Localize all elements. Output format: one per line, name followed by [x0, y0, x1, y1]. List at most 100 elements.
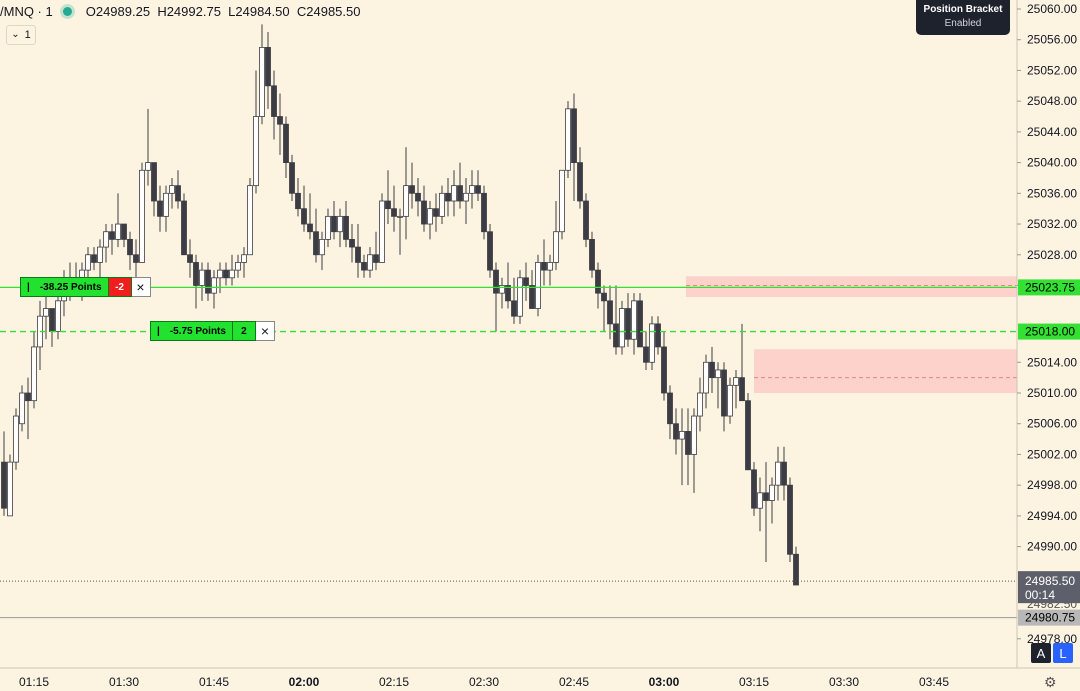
interval-button[interactable]: ⌄ 1: [6, 25, 36, 45]
candle-down: [301, 208, 307, 225]
candle-up: [235, 262, 241, 271]
candle-up: [379, 200, 385, 263]
time-tick-label: 02:15: [379, 675, 409, 689]
candle-down: [445, 192, 451, 202]
candle-down: [643, 346, 649, 363]
candle-down: [187, 254, 193, 263]
position-label-short[interactable]: | -38.25 Points -2 ×: [20, 277, 151, 297]
candle-up: [559, 169, 565, 233]
candle-up: [397, 215, 403, 218]
low-price-label-bg: [1018, 609, 1080, 626]
candle-down: [313, 231, 319, 256]
candle-down: [25, 392, 31, 402]
price-tick-label: 25044.00: [1027, 125, 1077, 139]
position-qty: 2: [232, 321, 256, 341]
candle-up: [31, 346, 37, 402]
low-price-label: 24980.75: [1025, 611, 1075, 625]
close-position-icon[interactable]: ×: [131, 277, 151, 297]
candle-up: [19, 392, 25, 425]
candle-down: [355, 246, 361, 263]
candle-down: [127, 238, 133, 256]
position-price-label-bg: [1018, 323, 1080, 340]
time-tick-label: 03:00: [649, 675, 680, 689]
candle-up: [691, 415, 697, 455]
price-tick-label: 25032.00: [1027, 217, 1077, 231]
interval-label: 1: [24, 29, 31, 41]
symbol-label[interactable]: /MNQ · 1: [0, 3, 53, 19]
candle-up: [247, 185, 253, 256]
high-value: H24992.75: [157, 3, 221, 19]
price-tick-label: 24998.00: [1027, 478, 1077, 492]
candle-up: [499, 285, 505, 294]
candle-up: [451, 185, 457, 202]
time-tick-label: 02:45: [559, 675, 589, 689]
time-tick-label: 03:30: [829, 675, 859, 689]
candle-down: [529, 285, 535, 309]
candle-down: [793, 553, 799, 586]
close-position-icon[interactable]: ×: [255, 321, 275, 341]
candle-up: [259, 47, 265, 117]
candle-down: [1, 461, 7, 509]
candle-down: [373, 254, 379, 263]
log-scale-button[interactable]: L: [1053, 643, 1073, 663]
candle-down: [667, 392, 673, 425]
price-tick-label: 25002.00: [1027, 447, 1077, 461]
bar-countdown-label: 00:14: [1025, 588, 1055, 602]
candle-down: [271, 85, 277, 117]
candle-up: [631, 300, 637, 340]
position-bracket-status: Enabled: [944, 18, 982, 29]
candle-up: [769, 484, 775, 501]
position-bracket-title: Position Bracket: [923, 4, 1003, 15]
auto-scale-button[interactable]: A: [1031, 643, 1051, 663]
candle-down: [415, 192, 421, 202]
candle-up: [199, 269, 205, 286]
price-tick-label: 25036.00: [1027, 186, 1077, 200]
price-tick-label: 25056.00: [1027, 33, 1077, 47]
candle-down: [331, 215, 337, 233]
candle-up: [325, 215, 331, 240]
candle-up: [679, 430, 685, 440]
candle-down: [685, 430, 691, 455]
time-tick-label: 02:30: [469, 675, 499, 689]
candle-down: [457, 185, 463, 202]
time-tick-label: 01:45: [199, 675, 229, 689]
candle-up: [553, 231, 559, 263]
price-tick-label: 25006.00: [1027, 417, 1077, 431]
candle-down: [409, 185, 415, 194]
time-tick-label: 02:00: [289, 675, 320, 689]
candle-down: [541, 262, 547, 271]
candle-down: [613, 323, 619, 348]
candle-up: [55, 300, 61, 332]
candle-up: [43, 308, 49, 317]
price-tick-label: 25052.00: [1027, 63, 1077, 77]
supply-zone: [686, 276, 1017, 297]
candle-up: [727, 384, 733, 417]
candle-down: [763, 492, 769, 501]
candle-down: [181, 200, 187, 256]
time-tick-label: 03:15: [739, 675, 769, 689]
candle-down: [307, 223, 313, 233]
candle-down: [109, 231, 115, 240]
price-tick-label: 24994.00: [1027, 509, 1077, 523]
drag-handle-icon[interactable]: |: [27, 281, 30, 293]
candle-up: [217, 269, 223, 279]
position-points: | -38.25 Points: [20, 277, 109, 297]
candle-down: [493, 269, 499, 294]
candle-down: [175, 185, 181, 202]
position-label-long[interactable]: | -5.75 Points 2 ×: [150, 321, 275, 341]
drag-handle-icon[interactable]: |: [157, 325, 160, 337]
candle-down: [595, 269, 601, 294]
candle-down: [625, 308, 631, 340]
candle-up: [145, 162, 151, 171]
candle-up: [649, 323, 655, 363]
candle-down: [787, 484, 793, 555]
candle-up: [439, 192, 445, 217]
chart-header: /MNQ · 1 O24989.25 H24992.75 L24984.50 C…: [0, 3, 360, 19]
position-bracket-badge[interactable]: Position Bracket Enabled: [916, 0, 1010, 35]
gear-icon[interactable]: ⚙: [1044, 674, 1057, 690]
candle-up: [253, 116, 259, 187]
candle-up: [85, 254, 91, 271]
candle-down: [361, 262, 367, 271]
candle-down: [295, 192, 301, 210]
